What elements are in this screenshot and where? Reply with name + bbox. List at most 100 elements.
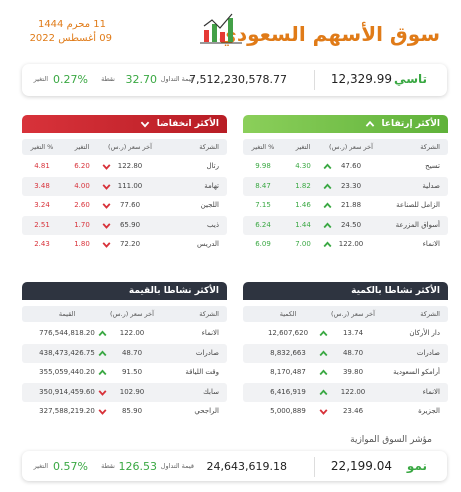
cell-value: 3.24 <box>34 201 50 209</box>
table: الأكثر نشاطا بالقيمة الشركة آخر سعر (ر.س) ا… <box>22 282 227 432</box>
arrow-up <box>319 350 328 356</box>
arrow-down <box>102 222 111 229</box>
cell-value: 48.70 <box>121 348 143 357</box>
cell-value: 1.46 <box>295 201 311 209</box>
column-header: الشركة <box>199 310 219 318</box>
cell-value: 6,416,919 <box>270 387 306 396</box>
table: الأكثر إرتفاعا الشركة آخر سعر (ر.س) التغير ا… <box>243 115 448 265</box>
cell-value: 8,832,663 <box>270 348 306 357</box>
cell-value: 1.70 <box>74 220 90 229</box>
row-bg <box>243 343 448 363</box>
cell-value: 23.46 <box>342 407 364 415</box>
arrow-up <box>98 369 107 376</box>
company: رتال <box>206 162 219 170</box>
cell-value: 8.47 <box>255 181 271 190</box>
table: الأكثر نشاطا بالكمية الشركة آخر سعر (ر.س) ا… <box>243 282 448 432</box>
cell-value: 48.70 <box>342 348 364 357</box>
company: دار الأركان <box>409 329 440 337</box>
company: صادرات <box>416 348 440 357</box>
cell-value: 13.74 <box>342 329 364 337</box>
column-header-bg <box>243 306 448 322</box>
table-title: الأكثر إرتفاعا <box>381 119 440 129</box>
company: أرامكو السعودية <box>393 368 440 376</box>
table-title: الأكثر نشاطا بالكمية <box>351 286 440 296</box>
cell-value: 4.81 <box>34 162 50 170</box>
cell-value: 39.80 <box>342 368 364 376</box>
column-header: آخر سعر (ر.س) <box>329 143 373 151</box>
column-header: التغير <box>295 143 311 151</box>
cell-value: 438,473,426.75 <box>39 348 95 357</box>
cell-value: 327,588,219.20 <box>39 407 95 415</box>
arrow-down <box>102 203 111 209</box>
change-label: التغير <box>33 75 48 83</box>
company: الدريس <box>196 240 219 248</box>
cell-value: 5,000,889 <box>270 407 306 415</box>
points-label: نقطة <box>101 462 115 470</box>
cell-value: 3.48 <box>34 181 50 190</box>
cell-value: 91.50 <box>121 368 143 376</box>
cell-value: 4.30 <box>295 162 311 170</box>
row-bg <box>243 215 448 235</box>
table-header <box>22 282 227 300</box>
parallel-title: مؤشر السوق الموازية <box>350 435 432 445</box>
cell-value: 4.00 <box>74 181 90 190</box>
company: الراجحي <box>194 407 219 415</box>
turnover-value: 7,512,230,578.77 <box>189 73 287 86</box>
cell-value: 6.24 <box>255 220 271 229</box>
cell-value: 122.00 <box>338 240 364 248</box>
column-header: الكمية <box>279 310 297 318</box>
index-divider <box>314 457 315 477</box>
cell-value: 7.00 <box>295 240 311 248</box>
points-value: 32.70 <box>125 73 158 86</box>
column-header: آخر سعر (ر.س) <box>331 310 375 318</box>
arrow-down <box>102 183 111 190</box>
turnover-value: 24,643,619.18 <box>206 460 287 473</box>
table-header <box>243 115 448 133</box>
cell-value: 24.50 <box>340 220 362 229</box>
arrow-up <box>365 120 375 127</box>
arrow-up <box>323 241 332 248</box>
company: تسيح <box>425 162 440 170</box>
change-value: 0.57% <box>53 460 88 473</box>
cell-value: 1.80 <box>74 240 90 248</box>
table-title: الأكثر نشاطا بالقيمة <box>128 286 219 296</box>
table-header <box>243 282 448 300</box>
cell-value: 85.90 <box>121 407 143 415</box>
change-label: التغير <box>33 462 48 470</box>
index-value: 22,199.04 <box>330 459 392 473</box>
company: صادرات <box>195 348 219 357</box>
cell-value: 111.00 <box>117 181 143 190</box>
company: الانماء <box>422 387 440 396</box>
arrow-up <box>323 222 332 228</box>
hijri-date: 11 محرم 1444 <box>37 19 107 30</box>
arrow-up <box>98 350 107 356</box>
main-index-bar: تاسي 12,329.99 7,512,230,578.77 قيمة التداو… <box>22 64 447 96</box>
cell-value: 1.44 <box>295 220 311 229</box>
arrow-down <box>140 121 150 128</box>
turnover-label: قيمة التداول <box>160 75 194 83</box>
cell-value: 102.90 <box>119 387 145 396</box>
column-header-bg <box>243 139 448 155</box>
company: وقت اللياقة <box>185 368 219 376</box>
row-bg <box>243 382 448 402</box>
cell-value: 355,059,440.20 <box>39 368 95 376</box>
cell-value: 2.43 <box>34 240 50 248</box>
company: الانماء <box>422 240 440 248</box>
column-header: القيمة <box>58 310 76 318</box>
company: ذيب <box>207 220 219 229</box>
cell-value: 7.15 <box>255 201 271 209</box>
arrow-up <box>319 389 328 395</box>
row-bg <box>22 176 227 196</box>
page-title: سوق الأسهم السعودي <box>218 22 440 46</box>
table-title: الأكثر انخفاضا <box>156 119 219 129</box>
cell-value: 122.00 <box>119 329 145 337</box>
arrow-down <box>98 389 107 396</box>
company: الانماء <box>201 329 219 337</box>
company: الجزيرة <box>418 407 440 415</box>
index-name: نمو <box>406 459 427 473</box>
cell-value: 6.20 <box>74 162 90 170</box>
cell-value: 122.00 <box>340 387 366 396</box>
column-header-bg <box>22 139 227 155</box>
cell-value: 2.51 <box>34 220 50 229</box>
